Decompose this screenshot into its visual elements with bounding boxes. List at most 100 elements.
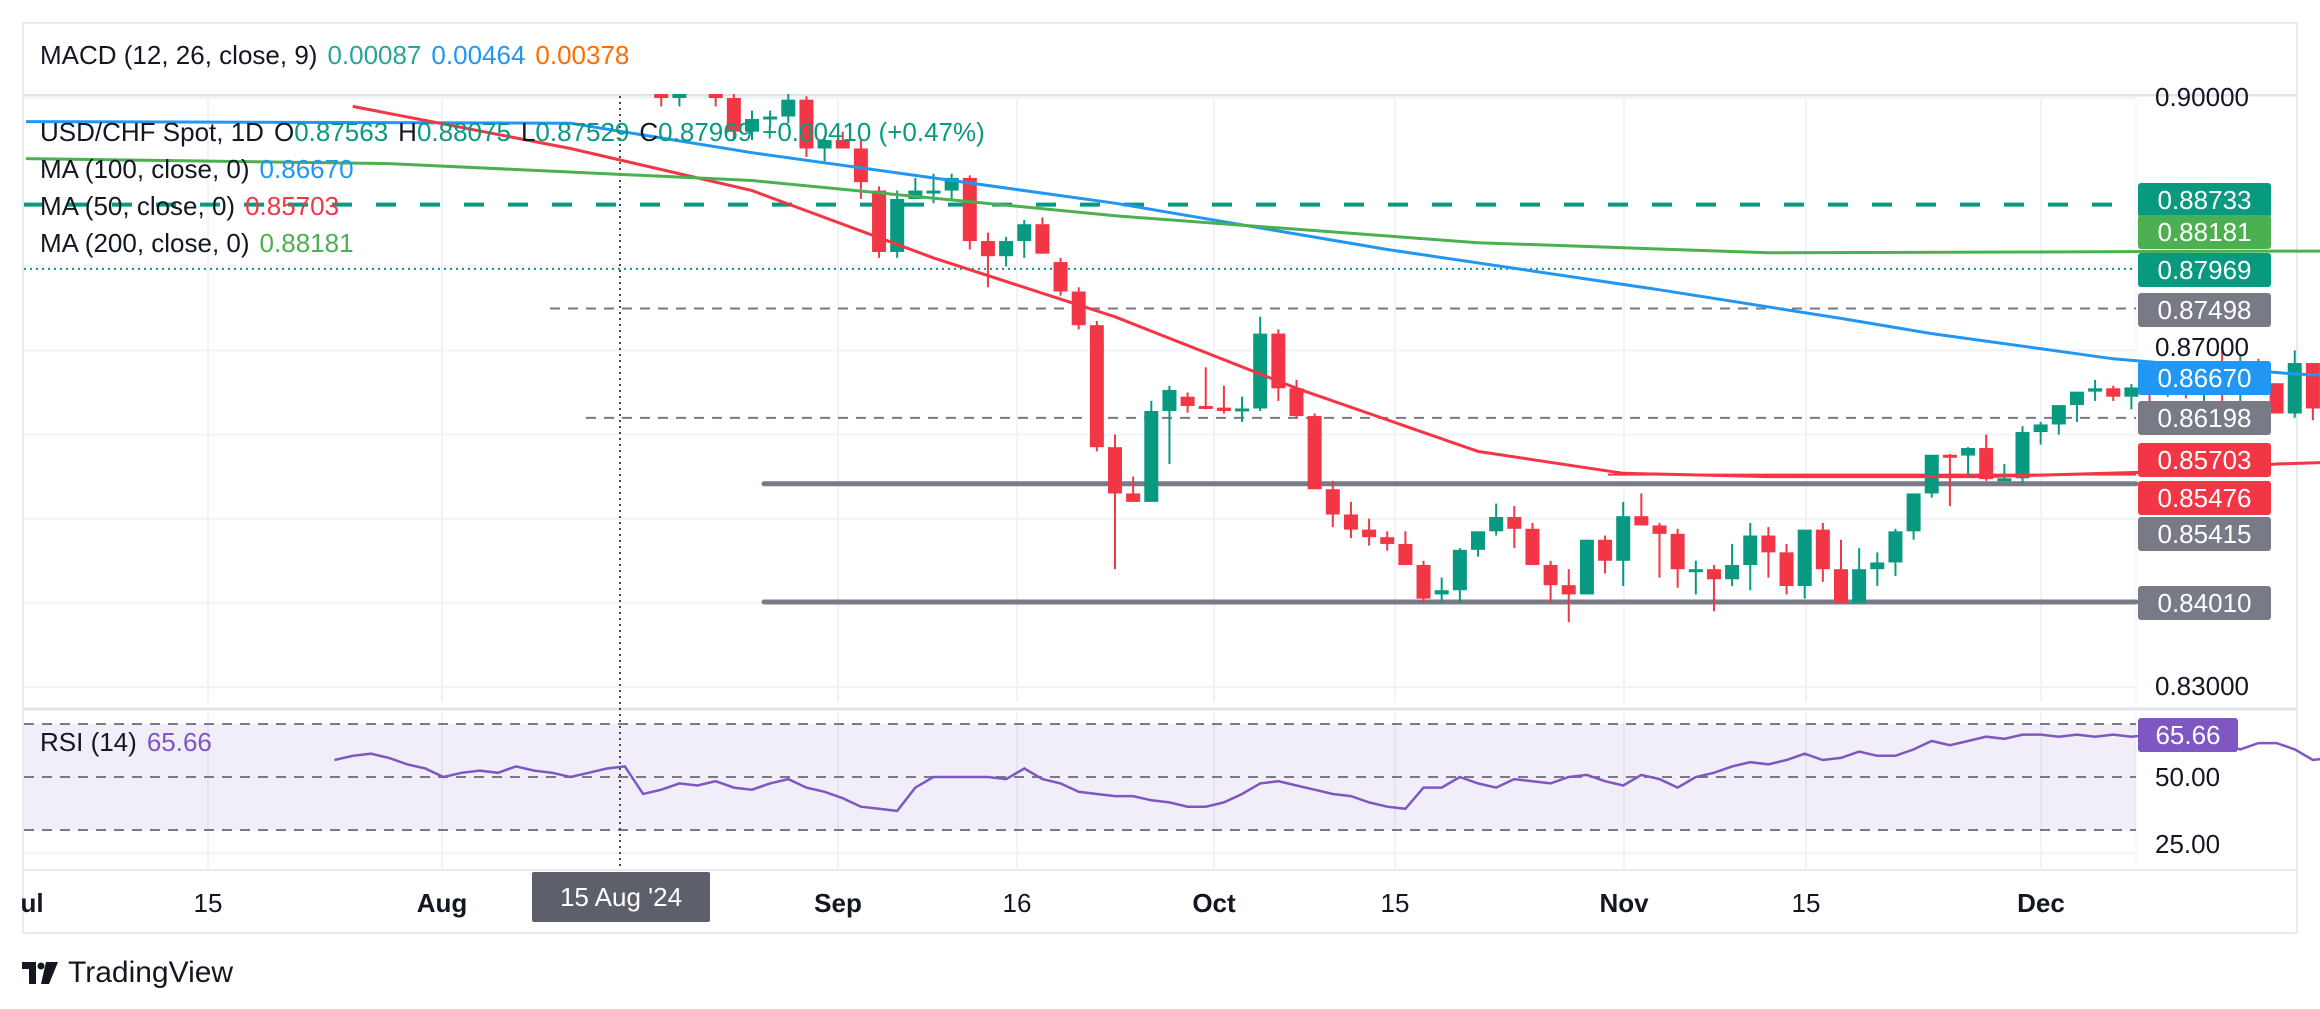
candle bbox=[1180, 392, 1195, 413]
candle-body bbox=[1380, 537, 1395, 544]
candle-body bbox=[1598, 539, 1613, 561]
chart-frame bbox=[22, 22, 2298, 934]
price-tag: 0.85703 bbox=[2138, 443, 2271, 477]
candle-body bbox=[1652, 525, 1667, 534]
macd-signal-value: 0.00378 bbox=[535, 40, 630, 70]
price-tag: 0.88181 bbox=[2138, 215, 2271, 249]
rsi-tick: 50.00 bbox=[2155, 762, 2221, 792]
candle-body bbox=[1924, 454, 1939, 494]
candle bbox=[1017, 220, 1032, 258]
high-label: H bbox=[398, 117, 417, 147]
candle bbox=[872, 186, 887, 258]
candle bbox=[1870, 552, 1885, 587]
candle bbox=[1706, 564, 1721, 612]
chart-canvas[interactable] bbox=[0, 0, 2320, 940]
time-tick: 15 bbox=[193, 888, 223, 918]
candle bbox=[1289, 379, 1304, 418]
candle bbox=[799, 96, 814, 157]
candle bbox=[2305, 363, 2320, 421]
price-tag: 0.88733 bbox=[2138, 183, 2271, 217]
high-value: 0.88075 bbox=[416, 117, 511, 147]
candle bbox=[1743, 522, 1758, 591]
price-tick: 0.87000 bbox=[2155, 332, 2249, 362]
candle-body bbox=[962, 177, 977, 242]
candle bbox=[980, 232, 995, 288]
candle bbox=[1235, 396, 1250, 422]
crosshair-date-label: 15 Aug '24 bbox=[532, 872, 710, 922]
candle-body bbox=[1144, 411, 1159, 502]
candle-body bbox=[1852, 569, 1867, 603]
price-tag: 0.86670 bbox=[2138, 361, 2271, 395]
price-tag: 0.86198 bbox=[2138, 401, 2271, 435]
candle-body bbox=[1362, 529, 1377, 538]
ma50-legend[interactable]: MA (50, close, 0) 0.85703 bbox=[40, 191, 349, 221]
candle-body bbox=[1198, 405, 1213, 409]
candle bbox=[1216, 385, 1231, 414]
candle-body bbox=[1634, 516, 1649, 526]
candle-body bbox=[1561, 585, 1576, 595]
candle bbox=[1852, 548, 1867, 603]
candle bbox=[962, 175, 977, 250]
candle-body bbox=[908, 190, 923, 199]
candle bbox=[1979, 434, 1994, 481]
candle-body bbox=[745, 119, 759, 132]
candle bbox=[1616, 501, 1631, 587]
time-tick: Dec bbox=[2017, 888, 2065, 918]
tradingview-logo[interactable]: TradingView bbox=[22, 956, 233, 990]
candle-body bbox=[853, 148, 868, 183]
candle-body bbox=[1961, 448, 1976, 456]
candle-body bbox=[1888, 531, 1903, 563]
candle bbox=[1834, 539, 1848, 603]
candle bbox=[1670, 528, 1685, 588]
open-value: 0.87563 bbox=[294, 117, 389, 147]
candle bbox=[890, 190, 905, 258]
candle-body bbox=[1906, 493, 1921, 532]
candle-body bbox=[1706, 569, 1721, 580]
symbol-legend[interactable]: USD/CHF Spot, 1D O0.87563 H0.88075 L0.87529… bbox=[40, 117, 995, 147]
candle-body bbox=[2088, 388, 2103, 392]
candle-body bbox=[1779, 552, 1794, 587]
candle bbox=[1471, 531, 1485, 557]
ma100-label: MA (100, close, 0) bbox=[40, 154, 250, 184]
ma100-legend[interactable]: MA (100, close, 0) 0.86670 bbox=[40, 154, 364, 184]
macd-label: MACD (12, 26, close, 9) bbox=[40, 40, 318, 70]
candle bbox=[1126, 476, 1141, 502]
candle bbox=[1942, 453, 1957, 507]
candle-body bbox=[1688, 569, 1703, 573]
candle bbox=[1888, 528, 1903, 576]
rsi-tick: 25.00 bbox=[2155, 829, 2221, 859]
candle bbox=[726, 89, 741, 141]
candle bbox=[2015, 426, 2030, 484]
candle-body bbox=[799, 99, 814, 149]
candle-body bbox=[1579, 539, 1594, 595]
candle-body bbox=[2287, 363, 2302, 414]
symbol-name[interactable]: USD/CHF Spot, 1D bbox=[40, 117, 264, 147]
candle bbox=[1053, 257, 1068, 296]
candle bbox=[1343, 501, 1358, 539]
candle bbox=[999, 236, 1014, 267]
brand-name: TradingView bbox=[68, 956, 234, 989]
price-tag: 0.84010 bbox=[2138, 586, 2271, 620]
candle bbox=[745, 110, 759, 141]
rsi-label: RSI (14) bbox=[40, 727, 137, 757]
candle-body bbox=[1489, 517, 1504, 532]
candle-body bbox=[1525, 528, 1540, 565]
candle-body bbox=[835, 140, 850, 149]
candle bbox=[817, 135, 832, 162]
candle bbox=[1688, 560, 1703, 595]
price-tag: 0.87498 bbox=[2138, 293, 2271, 327]
candle-body bbox=[1416, 564, 1431, 599]
rsi-legend[interactable]: RSI (14) 65.66 bbox=[40, 727, 222, 757]
candle-body bbox=[1289, 388, 1304, 417]
candle bbox=[853, 140, 868, 199]
candle-body bbox=[999, 241, 1014, 257]
candle-body bbox=[726, 98, 741, 132]
candle-body bbox=[872, 190, 887, 252]
candle bbox=[2051, 405, 2066, 435]
candle bbox=[1162, 385, 1177, 465]
candle bbox=[2069, 391, 2084, 422]
change-value: +0.00410 (+0.47%) bbox=[762, 117, 985, 147]
candle bbox=[2088, 379, 2103, 401]
time-tick: Nov bbox=[1599, 888, 1649, 918]
ma200-legend[interactable]: MA (200, close, 0) 0.88181 bbox=[40, 228, 364, 258]
